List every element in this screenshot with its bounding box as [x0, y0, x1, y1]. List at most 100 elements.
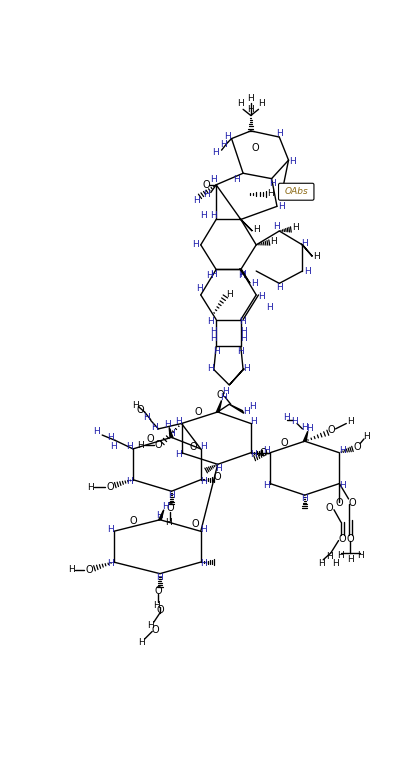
- Text: H: H: [244, 407, 250, 417]
- Text: O: O: [326, 504, 333, 513]
- Text: H: H: [318, 559, 325, 568]
- Polygon shape: [229, 404, 244, 413]
- Text: H: H: [306, 424, 313, 433]
- Text: H: H: [87, 483, 94, 492]
- Text: H: H: [162, 502, 169, 511]
- Text: O: O: [281, 438, 288, 447]
- Text: H: H: [363, 432, 370, 441]
- Text: H: H: [196, 284, 202, 293]
- Text: H: H: [220, 393, 227, 402]
- Text: H: H: [164, 420, 171, 429]
- Text: H: H: [357, 551, 364, 561]
- Text: H: H: [234, 175, 240, 184]
- Text: H: H: [68, 565, 75, 574]
- Text: H: H: [283, 413, 290, 422]
- Text: H: H: [222, 387, 229, 396]
- Text: H: H: [247, 94, 254, 103]
- Text: H: H: [292, 223, 299, 233]
- Text: H: H: [137, 440, 144, 450]
- Text: O: O: [259, 448, 267, 457]
- Text: H: H: [276, 283, 283, 293]
- Text: H: H: [107, 525, 114, 534]
- Text: H: H: [291, 417, 298, 427]
- Text: H: H: [301, 423, 308, 432]
- Text: O: O: [328, 426, 335, 435]
- Text: H: H: [157, 511, 163, 521]
- Text: H: H: [266, 303, 273, 313]
- Text: H: H: [247, 105, 254, 114]
- Text: H: H: [250, 417, 257, 427]
- Polygon shape: [229, 369, 244, 385]
- Text: O: O: [346, 534, 354, 544]
- Text: H: H: [211, 326, 217, 336]
- Text: H: H: [258, 292, 265, 301]
- Text: O: O: [85, 565, 93, 574]
- Text: H: H: [200, 525, 207, 534]
- Polygon shape: [169, 427, 173, 437]
- Text: H: H: [157, 573, 163, 582]
- Text: H: H: [193, 196, 200, 205]
- Text: H: H: [132, 401, 139, 410]
- Text: O: O: [195, 407, 202, 417]
- Text: OAbs: OAbs: [284, 187, 308, 196]
- Text: H: H: [347, 417, 353, 427]
- Text: O: O: [202, 180, 210, 189]
- Text: H: H: [211, 211, 217, 220]
- Text: H: H: [238, 271, 245, 280]
- Text: H: H: [274, 222, 280, 231]
- Text: H: H: [226, 290, 233, 300]
- FancyBboxPatch shape: [279, 183, 314, 200]
- Text: H: H: [200, 442, 207, 451]
- Text: H: H: [240, 326, 247, 336]
- Text: O: O: [106, 483, 114, 492]
- Polygon shape: [216, 400, 222, 413]
- Text: H: H: [207, 363, 214, 373]
- Text: H: H: [213, 347, 220, 357]
- Text: H: H: [313, 252, 319, 261]
- Text: H: H: [200, 559, 207, 568]
- Text: H: H: [200, 211, 207, 220]
- Text: O: O: [147, 434, 155, 444]
- Text: H: H: [211, 270, 217, 280]
- Text: H: H: [175, 417, 182, 427]
- Text: O: O: [156, 605, 164, 614]
- Text: H: H: [107, 433, 114, 442]
- Text: O: O: [339, 534, 346, 544]
- Polygon shape: [301, 244, 312, 256]
- Text: H: H: [326, 552, 333, 561]
- Text: O: O: [151, 625, 159, 634]
- Polygon shape: [303, 431, 308, 442]
- Text: H: H: [212, 148, 219, 157]
- Text: H: H: [93, 427, 100, 436]
- Text: O: O: [348, 498, 356, 507]
- Text: H: H: [211, 175, 217, 184]
- Text: O: O: [189, 442, 197, 451]
- Text: H: H: [337, 551, 344, 561]
- Text: H: H: [126, 477, 133, 486]
- Text: H: H: [278, 202, 285, 211]
- Text: H: H: [211, 334, 217, 343]
- Text: H: H: [126, 442, 133, 451]
- Text: H: H: [175, 450, 182, 459]
- Text: H: H: [220, 140, 227, 149]
- Text: H: H: [253, 225, 260, 234]
- Text: O: O: [129, 517, 137, 526]
- Polygon shape: [240, 269, 250, 283]
- Text: H: H: [192, 240, 199, 249]
- Text: H: H: [147, 621, 154, 630]
- Text: H: H: [110, 442, 117, 451]
- Text: H: H: [251, 279, 258, 288]
- Text: H: H: [168, 490, 175, 500]
- Text: H: H: [138, 638, 145, 647]
- Text: H: H: [339, 446, 346, 455]
- Text: H: H: [269, 179, 276, 188]
- Text: O: O: [191, 519, 199, 528]
- Text: H: H: [239, 317, 246, 326]
- Text: O: O: [216, 390, 224, 400]
- Text: H: H: [237, 99, 244, 108]
- Text: H: H: [267, 189, 274, 198]
- Text: H: H: [224, 132, 231, 141]
- Text: O: O: [166, 504, 174, 513]
- Text: H: H: [168, 429, 175, 438]
- Text: O: O: [252, 143, 259, 152]
